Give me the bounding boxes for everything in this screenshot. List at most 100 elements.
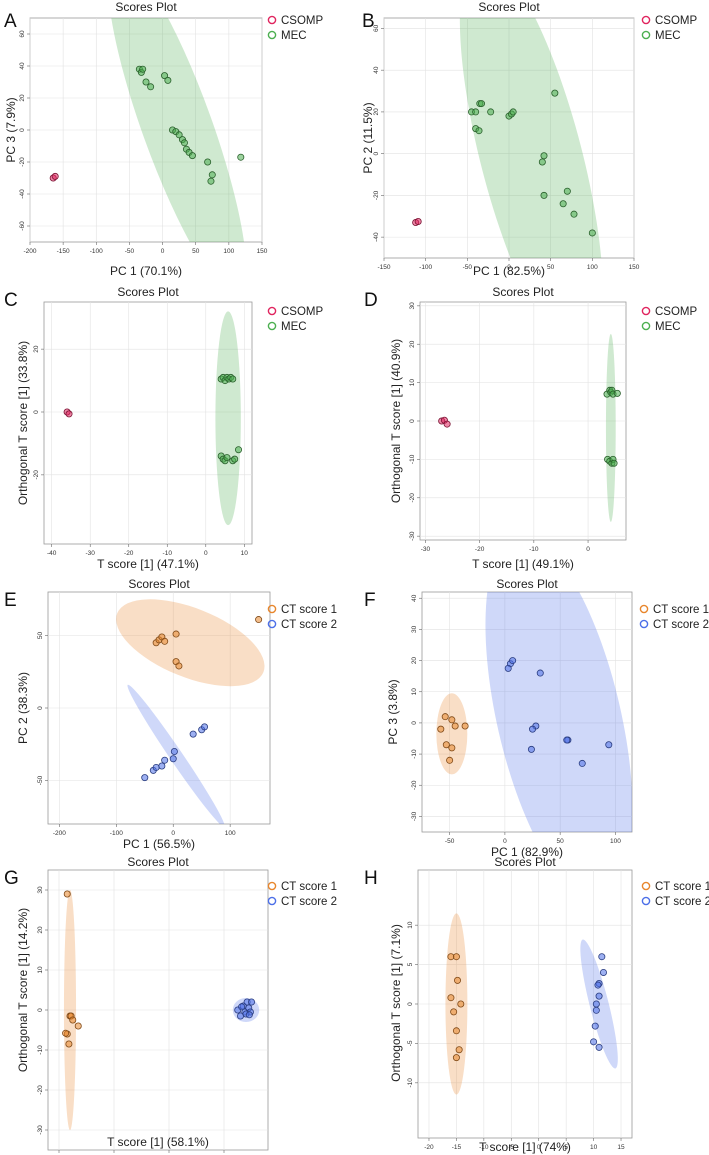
legend-marker [267, 881, 277, 891]
y-tick-label: 60 [19, 30, 26, 38]
x-tick-label: 15 [617, 1144, 625, 1151]
panel-letter-e: E [4, 590, 17, 611]
legend-marker [267, 604, 277, 614]
data-point [74, 1022, 82, 1030]
data-point [477, 100, 485, 108]
y-tick-label: -20 [37, 1085, 44, 1095]
data-point [65, 410, 73, 418]
x-tick-label: 100 [587, 264, 598, 271]
confidence-ellipse [215, 311, 241, 526]
y-tick-label: -10 [409, 454, 416, 464]
data-point [595, 992, 603, 1000]
legend-label: MEC [655, 321, 681, 333]
data-point [452, 1054, 460, 1062]
data-point [446, 756, 454, 764]
legend-label: MEC [281, 321, 307, 333]
grid-c [44, 302, 252, 544]
data-point [475, 127, 483, 135]
data-point [448, 716, 456, 724]
y-tick-label: 10 [407, 921, 414, 929]
data-point [175, 131, 183, 139]
data-point [443, 420, 451, 428]
legend-marker [639, 619, 649, 629]
x-tick-label: -50 [125, 248, 135, 255]
data-point [598, 953, 606, 961]
data-point [540, 191, 548, 199]
x-tick-label: -50 [445, 838, 455, 845]
grid-f [422, 592, 632, 832]
x-tick-label: -100 [110, 830, 123, 837]
x-tick-label: -15 [452, 1144, 462, 1151]
data-point [158, 762, 166, 770]
data-point [599, 968, 607, 976]
xticks-e: -200 -100 0 100 [53, 824, 236, 837]
x-axis-label-a: PC 1 (70.1%) [110, 264, 182, 278]
y-tick-label: -30 [37, 1125, 44, 1135]
chart-title-a: Scores Plot [115, 0, 177, 14]
x-tick-label: 100 [225, 830, 236, 837]
plot-frame-f [421, 591, 633, 833]
legend-label: CT score 2 [655, 896, 709, 908]
yticks-a: -60 -40 -20 0 20 40 60 [19, 30, 30, 231]
panel-A: A Scores Plot -200 -150 -100 -50 0 50 100 150 -… [4, 0, 324, 278]
chart-title-c: Scores Plot [117, 285, 179, 299]
data-point [201, 723, 209, 731]
points-d [438, 386, 621, 467]
points-a [49, 65, 245, 185]
confidence-ellipse [605, 333, 616, 522]
y-tick-label: -20 [33, 470, 40, 480]
data-point [223, 454, 231, 462]
grid-d [420, 302, 626, 540]
xticks-a: -200 -150 -100 -50 0 50 100 150 [23, 242, 268, 255]
y-tick-label: -40 [19, 189, 26, 199]
legend-label: CT score 1 [655, 881, 709, 893]
data-point [231, 455, 239, 463]
chart-title-f: Scores Plot [496, 577, 558, 591]
data-point [595, 1043, 603, 1051]
data-point [509, 108, 517, 116]
y-tick-label: 20 [411, 657, 418, 665]
data-point [442, 741, 450, 749]
data-point [591, 1022, 599, 1030]
data-point [189, 730, 197, 738]
data-point [605, 741, 613, 749]
y-tick-label: -30 [409, 531, 416, 541]
legend-label: CT score 1 [281, 881, 337, 893]
y-tick-label: 10 [411, 688, 418, 696]
y-tick-label: -20 [411, 780, 418, 790]
y-tick-label: -10 [411, 749, 418, 759]
data-point [147, 83, 155, 91]
legend-marker [641, 881, 651, 891]
ellipses-e [116, 599, 265, 824]
data-point [447, 994, 455, 1002]
legend-c: CSOMP MEC [267, 306, 324, 333]
y-tick-label: 0 [373, 151, 380, 155]
data-point [536, 669, 544, 677]
y-tick-label: 10 [37, 966, 44, 974]
legend-label: CT score 2 [653, 619, 709, 631]
x-tick-label: 0 [204, 550, 208, 557]
data-point [594, 981, 602, 989]
x-tick-label: -30 [421, 546, 431, 553]
panel-C: C Scores Plot -40 -30 -20 -10 0 10 -20 0 20 T s… [4, 285, 324, 571]
points-b [412, 89, 596, 237]
yticks-f: -30 -20 -10 0 10 20 30 40 [411, 594, 422, 821]
panel-F: F Scores Plot -50 0 50 100 -30 -20 -10 0 10 20 30… [364, 577, 709, 859]
x-tick-label: 10 [241, 550, 249, 557]
data-point [247, 998, 255, 1006]
points-g [62, 890, 255, 1048]
data-point [172, 630, 180, 638]
x-axis-label-c: T score [1] (47.1%) [97, 557, 199, 571]
data-point [437, 725, 445, 733]
xticks-h: -20 -15 -10 -5 0 5 10 15 [424, 1138, 625, 1151]
points-h [447, 953, 607, 1062]
panel-B: B Scores Plot -150 -100 -50 0 50 100 150 -40 -2… [361, 0, 698, 278]
legend-label: CSOMP [655, 15, 698, 27]
panel-D: D Scores Plot -30 -20 -10 0 -30 -20 -10 0 10 20 3… [364, 285, 698, 571]
y-tick-label: -40 [373, 232, 380, 242]
x-tick-label: -200 [23, 248, 36, 255]
x-tick-label: -150 [57, 248, 70, 255]
x-tick-label: -10 [163, 550, 173, 557]
y-axis-label-f: PC 3 (3.8%) [386, 679, 400, 744]
legend-label: CSOMP [655, 306, 698, 318]
